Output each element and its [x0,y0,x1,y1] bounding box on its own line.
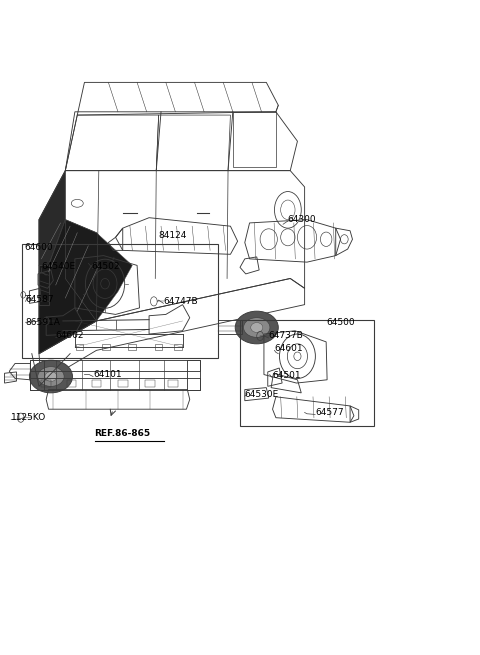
Text: 1125KO: 1125KO [11,413,47,422]
Polygon shape [39,219,118,354]
Ellipse shape [235,311,278,344]
Bar [30,360,200,371]
Text: 64587: 64587 [25,295,54,304]
Bar [155,345,162,350]
Text: REF.86-865: REF.86-865 [95,429,151,438]
Bar [174,345,181,350]
Ellipse shape [243,318,270,337]
Text: 64500: 64500 [326,318,355,327]
Ellipse shape [45,371,57,381]
Text: 64600: 64600 [24,242,53,252]
Ellipse shape [38,367,64,386]
Bar [187,360,200,390]
Text: 64540E: 64540E [41,261,75,271]
Bar [102,345,110,350]
Text: 64501: 64501 [273,371,301,381]
Text: 64577: 64577 [315,408,344,417]
Text: 84124: 84124 [158,231,187,240]
Text: 64502: 64502 [92,261,120,271]
Text: 64101: 64101 [93,370,122,379]
Bar [145,381,155,387]
Text: 86591A: 86591A [25,318,60,327]
Bar [168,381,178,387]
Text: 64601: 64601 [275,344,303,353]
Text: 64747B: 64747B [163,297,198,306]
Text: 64300: 64300 [288,215,316,224]
Bar [30,360,44,390]
Text: 64530E: 64530E [245,390,279,399]
Bar [67,381,76,387]
Ellipse shape [29,360,72,393]
Bar [118,381,128,387]
Text: 64602: 64602 [56,331,84,340]
Bar [129,345,136,350]
Polygon shape [39,171,65,265]
Bar [30,378,200,390]
Bar [92,381,101,387]
Bar [76,345,84,350]
Bar [41,381,51,387]
Text: 64737B: 64737B [269,331,303,341]
Ellipse shape [251,323,263,332]
Polygon shape [65,219,132,321]
